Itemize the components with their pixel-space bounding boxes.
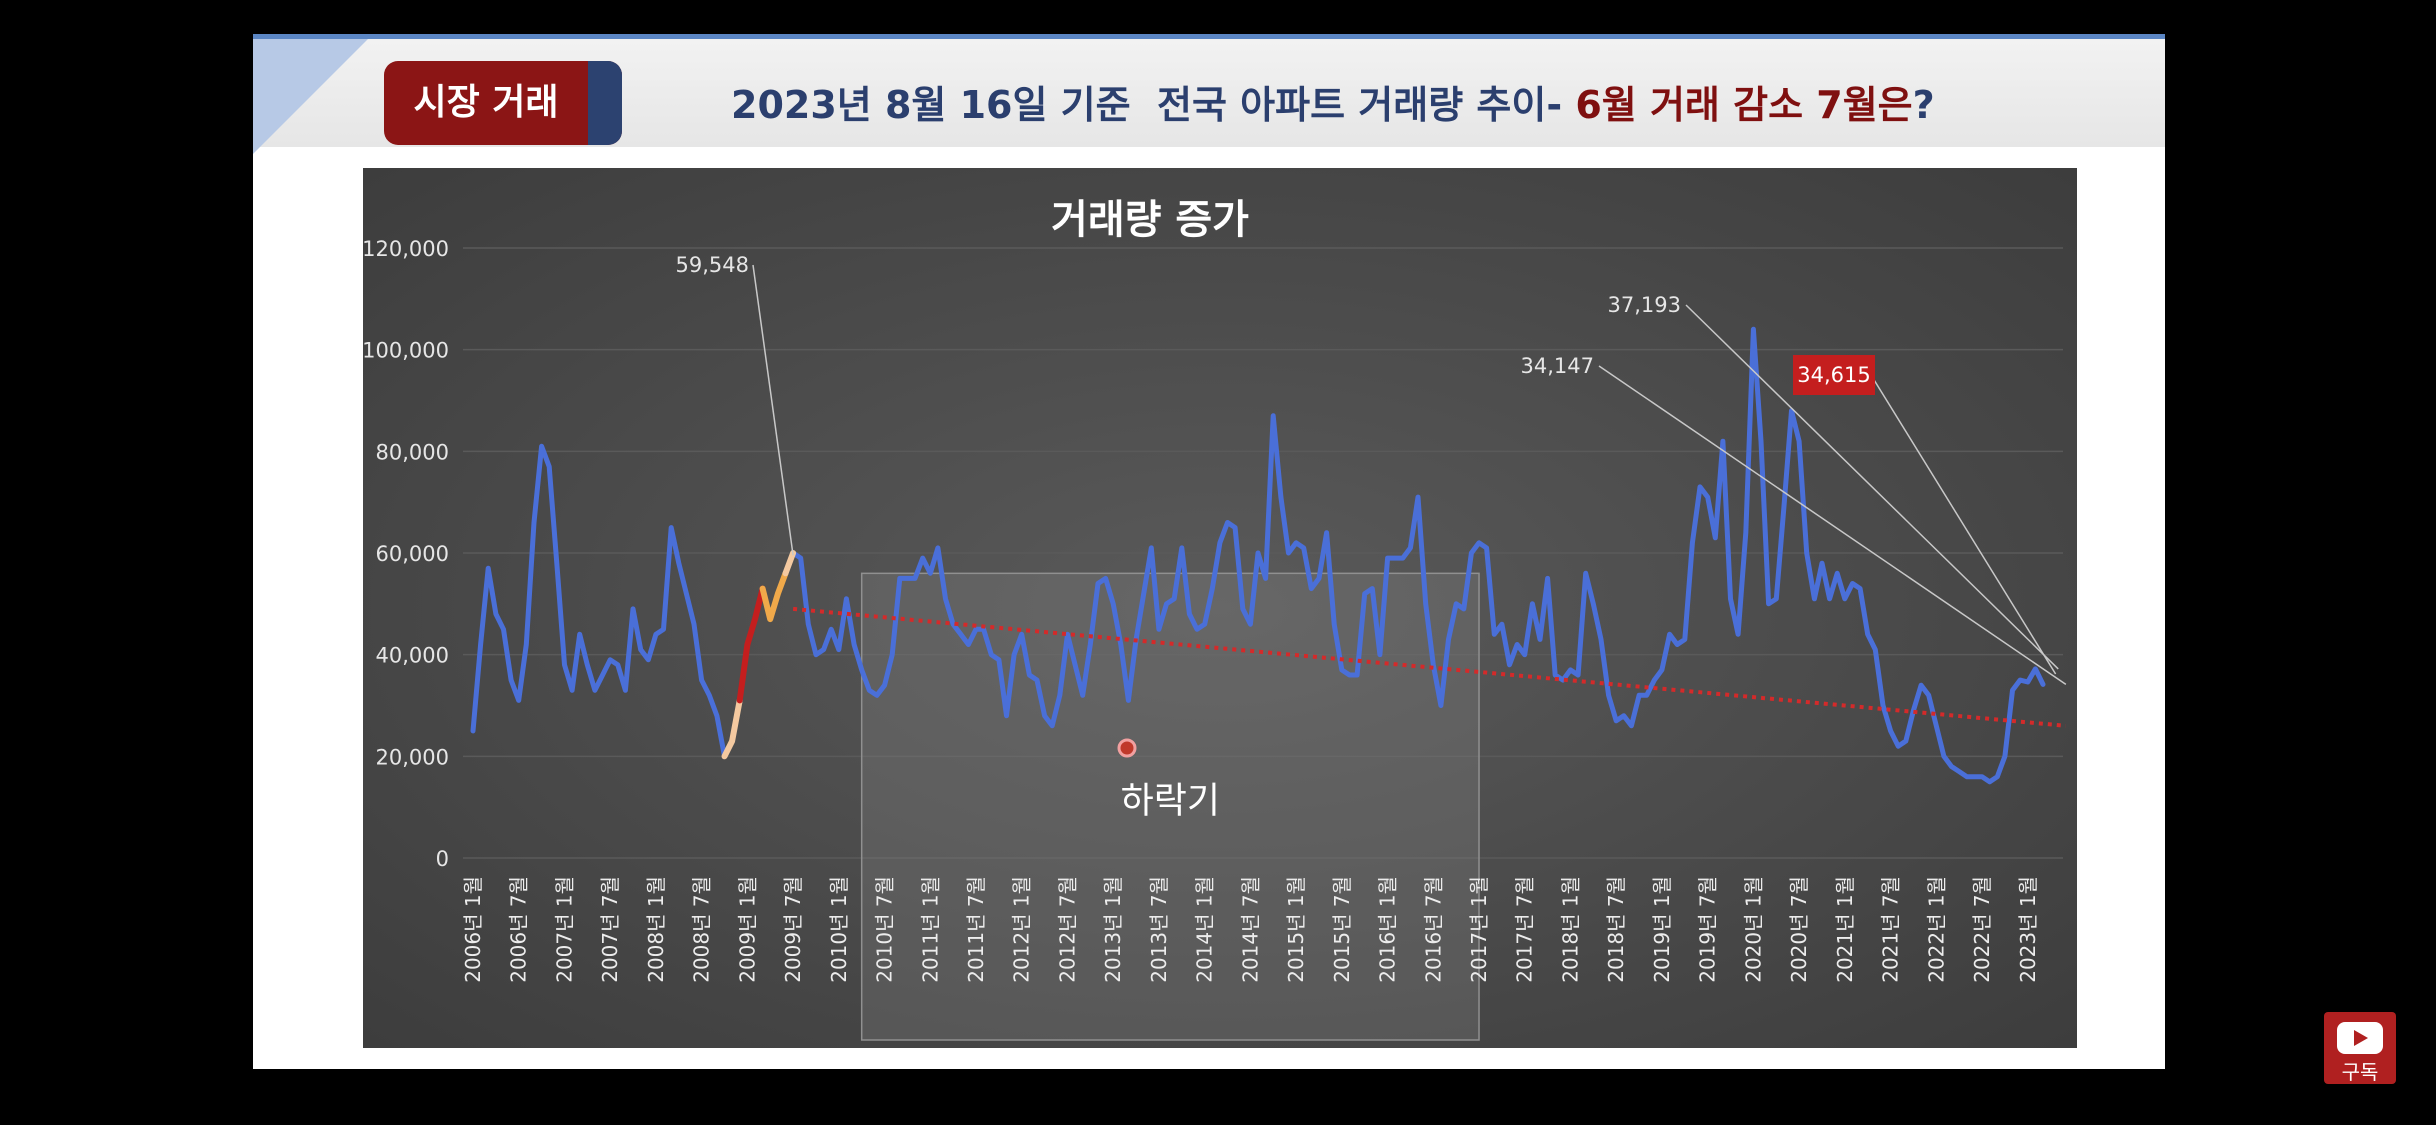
headline-main: 2023년 8월 16일 기준 전국 아파트 거래량 추이- <box>731 83 1576 127</box>
headline-highlight: 6월 거래 감소 7월은 <box>1575 83 1913 127</box>
highlight-segment <box>782 550 797 577</box>
x-tick-label: 2015년 1월 <box>1284 876 1308 983</box>
slide-headline: 2023년 8월 16일 기준 전국 아파트 거래량 추이- 6월 거래 감소 … <box>731 65 1935 145</box>
annotation-label: 59,548 <box>676 253 749 277</box>
x-tick-label: 2006년 7월 <box>507 876 531 983</box>
x-tick-label: 2022년 1월 <box>1924 876 1948 983</box>
x-tick-label: 2008년 7월 <box>690 876 714 983</box>
annotation-label: 34,615 <box>1797 363 1870 387</box>
x-tick-label: 2006년 1월 <box>461 876 485 983</box>
x-tick-label: 2008년 1월 <box>644 876 668 983</box>
x-tick-label: 2014년 7월 <box>1238 876 1262 983</box>
x-tick-label: 2009년 1월 <box>735 876 759 983</box>
x-tick-label: 2013년 7월 <box>1147 876 1171 983</box>
y-tick-label: 20,000 <box>376 745 449 769</box>
slide-header: 시장 거래 2023년 8월 16일 기준 전국 아파트 거래량 추이- 6월 … <box>253 39 2165 154</box>
x-tick-label: 2016년 1월 <box>1376 876 1400 983</box>
x-tick-label: 2011년 7월 <box>964 876 988 983</box>
x-tick-label: 2007년 7월 <box>598 876 622 983</box>
x-tick-label: 2013년 1월 <box>1101 876 1125 983</box>
x-tick-label: 2018년 1월 <box>1558 876 1582 983</box>
annotation-box <box>1793 355 1875 395</box>
y-tick-label: 40,000 <box>376 644 449 668</box>
highlight-segment <box>736 585 766 704</box>
x-tick-label: 2020년 1월 <box>1741 876 1765 983</box>
x-tick-label: 2017년 1월 <box>1467 876 1491 983</box>
x-tick-label: 2012년 1월 <box>1010 876 1034 983</box>
decline-period-region <box>860 572 1480 1041</box>
decline-period-label: 하락기 <box>1121 780 1220 821</box>
section-tag-label: 시장 거래 <box>413 82 559 123</box>
annotation-label: 37,193 <box>1608 293 1681 317</box>
slide-top-bar <box>253 34 2165 39</box>
x-tick-label: 2023년 1월 <box>2016 876 2040 983</box>
x-tick-label: 2016년 7월 <box>1421 876 1445 983</box>
transaction-volume-chart: 0 20,000 40,000 60,000 80,000 100,000 120,000 하… <box>363 168 2077 1048</box>
youtube-icon <box>2337 1022 2383 1054</box>
y-tick-label: 80,000 <box>376 440 449 464</box>
trendline <box>792 606 2067 728</box>
subscribe-button[interactable]: 구독 <box>2324 1012 2396 1084</box>
y-tick-label: 60,000 <box>376 542 449 566</box>
x-tick-label: 2010년 7월 <box>873 876 897 983</box>
x-tick-label: 2018년 7월 <box>1604 876 1628 983</box>
headline-end: ? <box>1912 83 1935 127</box>
x-tick-label: 2009년 7월 <box>781 876 805 983</box>
highlight-segment <box>721 697 743 760</box>
x-tick-label: 2020년 7월 <box>1787 876 1811 983</box>
x-tick-label: 2014년 1월 <box>1193 876 1217 983</box>
annotation-label: 34,147 <box>1521 354 1594 378</box>
x-tick-label: 2019년 7월 <box>1696 876 1720 983</box>
x-tick-label: 2010년 1월 <box>827 876 851 983</box>
annotation-leader <box>1870 374 2057 675</box>
annotation-leader <box>1685 304 2059 670</box>
highlight-segment <box>759 570 789 623</box>
section-tag-accent <box>588 61 622 145</box>
x-tick-label: 2007년 1월 <box>552 876 576 983</box>
x-tick-label: 2022년 7월 <box>1970 876 1994 983</box>
y-tick-label: 0 <box>436 847 449 871</box>
x-tick-label: 2017년 7월 <box>1513 876 1537 983</box>
chart-title: 거래량 증가 <box>1051 197 1249 243</box>
x-tick-label: 2021년 1월 <box>1833 876 1857 983</box>
subscribe-label: 구독 <box>2341 1060 2379 1084</box>
y-tick-label: 120,000 <box>363 237 449 261</box>
marker-dot <box>1117 738 1137 758</box>
section-tag: 시장 거래 <box>384 61 622 145</box>
x-tick-label: 2021년 7월 <box>1879 876 1903 983</box>
x-tick-label: 2012년 7월 <box>1055 876 1079 983</box>
chart-background <box>363 168 2077 1048</box>
x-tick-label: 2019년 1월 <box>1650 876 1674 983</box>
annotation-leader <box>1598 365 2067 686</box>
y-tick-label: 100,000 <box>363 339 449 363</box>
corner-decoration <box>253 39 368 154</box>
x-tick-label: 2011년 1월 <box>918 876 942 983</box>
x-tick-label: 2015년 7월 <box>1330 876 1354 983</box>
annotation-leader <box>752 264 794 556</box>
